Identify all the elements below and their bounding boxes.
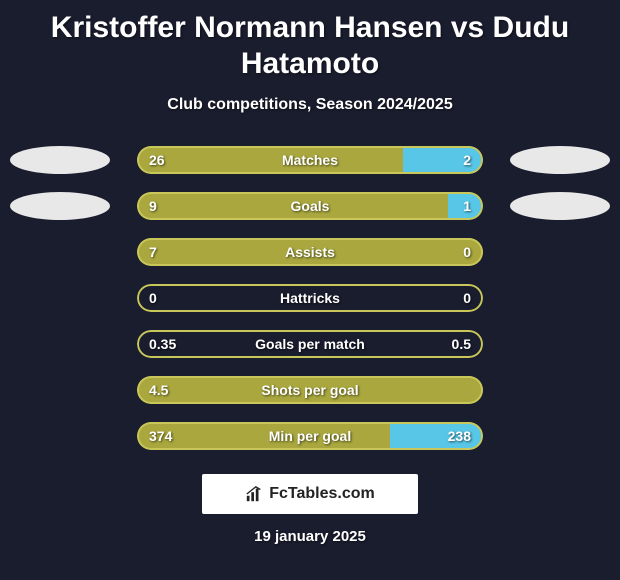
comparison-row: 0.350.5Goals per match	[0, 330, 620, 358]
chart-icon	[245, 485, 263, 503]
player-oval-right	[510, 146, 610, 174]
date-text: 19 january 2025	[0, 528, 620, 545]
player-oval-left	[10, 192, 110, 220]
comparison-rows: 262Matches 91Goals 70Assists 00Hattricks 0.3…	[0, 146, 620, 450]
player-oval-right	[510, 192, 610, 220]
stat-label: Min per goal	[137, 422, 483, 450]
stat-label: Goals per match	[137, 330, 483, 358]
comparison-row: 70Assists	[0, 238, 620, 266]
stat-label: Shots per goal	[137, 376, 483, 404]
stat-bar: 4.5Shots per goal	[137, 376, 483, 404]
stat-label: Hattricks	[137, 284, 483, 312]
comparison-row: 4.5Shots per goal	[0, 376, 620, 404]
subtitle: Club competitions, Season 2024/2025	[0, 96, 620, 114]
stat-label: Goals	[137, 192, 483, 220]
comparison-row: 374238Min per goal	[0, 422, 620, 450]
player-oval-left	[10, 146, 110, 174]
comparison-row: 262Matches	[0, 146, 620, 174]
brand-badge: FcTables.com	[202, 474, 418, 514]
stat-label: Assists	[137, 238, 483, 266]
brand-text: FcTables.com	[269, 485, 375, 503]
stat-bar: 262Matches	[137, 146, 483, 174]
stat-bar: 374238Min per goal	[137, 422, 483, 450]
stat-bar: 91Goals	[137, 192, 483, 220]
stat-bar: 0.350.5Goals per match	[137, 330, 483, 358]
page-title: Kristoffer Normann Hansen vs Dudu Hatamo…	[0, 0, 620, 82]
stat-bar: 00Hattricks	[137, 284, 483, 312]
comparison-row: 91Goals	[0, 192, 620, 220]
comparison-row: 00Hattricks	[0, 284, 620, 312]
stat-label: Matches	[137, 146, 483, 174]
stat-bar: 70Assists	[137, 238, 483, 266]
